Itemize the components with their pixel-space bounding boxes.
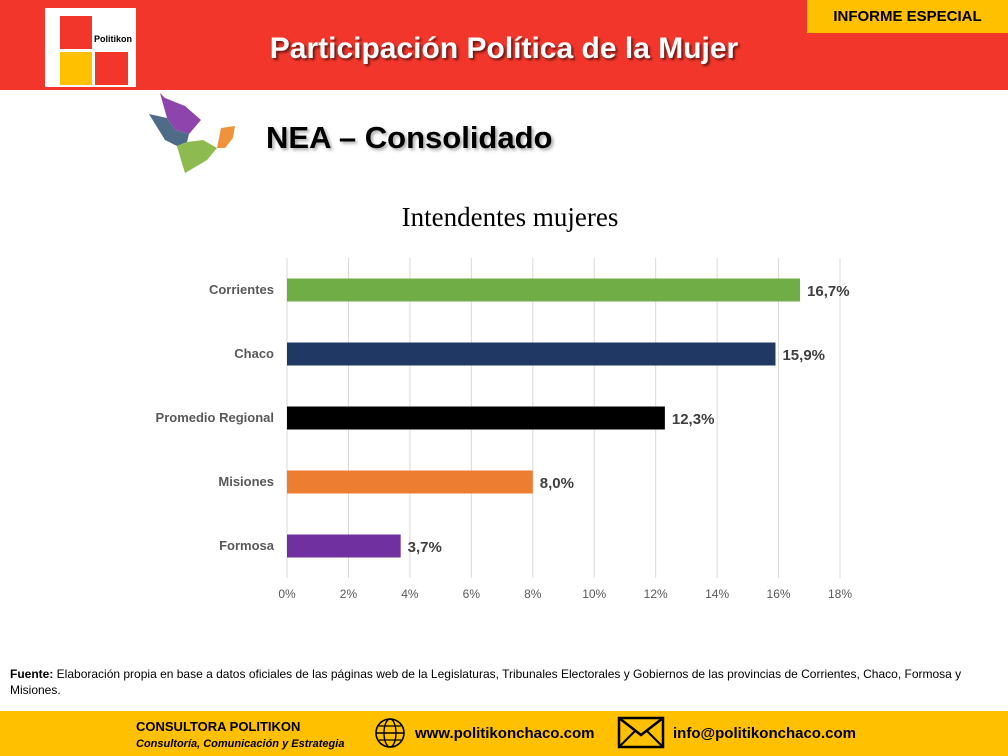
globe-icon (375, 718, 405, 748)
category-label: Promedio Regional (156, 410, 274, 425)
bar (287, 534, 401, 558)
footer-company: CONSULTORA POLITIKON (136, 719, 301, 734)
x-tick-label: 12% (644, 587, 668, 601)
data-label: 16,7% (807, 283, 850, 300)
bar (287, 278, 801, 302)
footer-tagline: Consultoría, Comunicación y Estrategia (136, 738, 345, 750)
data-label: 8,0% (540, 475, 574, 492)
x-tick-label: 16% (767, 587, 791, 601)
footer-website-link[interactable]: www.politikonchaco.com (415, 725, 595, 742)
source-text: Elaboración propia en base a datos ofici… (10, 667, 962, 697)
category-label: Corrientes (209, 282, 274, 297)
data-label: 12,3% (672, 411, 715, 428)
footer-email-link[interactable]: info@politikonchaco.com (673, 725, 856, 742)
bar-chart: 0% 2% 4% 6% 8% 10% 12% 14% 16% 18% Corrientes 16,7%… (156, 258, 852, 601)
x-tick-label: 10% (582, 587, 606, 601)
footer-bar: CONSULTORA POLITIKON Consultoría, Comuni… (0, 711, 1008, 756)
x-tick-label: 2% (340, 587, 358, 601)
politikon-logo: Politikon (45, 8, 136, 87)
page-title: Participación Política de la Mujer (269, 32, 739, 65)
x-tick-label: 14% (705, 587, 729, 601)
data-label: 15,9% (782, 347, 825, 364)
x-tick-label: 0% (278, 587, 296, 601)
chart-title: Intendentes mujeres (401, 202, 619, 232)
bar (287, 406, 665, 430)
x-tick-label: 8% (524, 587, 542, 601)
source-label: Fuente: (10, 667, 54, 681)
x-tick-label: 4% (401, 587, 419, 601)
data-label: 3,7% (408, 539, 442, 556)
logo-text: Politikon (94, 34, 132, 44)
x-tick-label: 6% (463, 587, 481, 601)
nea-map-icon (149, 93, 235, 173)
x-tick-label: 18% (828, 587, 852, 601)
bar (287, 342, 776, 366)
category-label: Chaco (234, 346, 274, 361)
category-label: Misiones (218, 474, 274, 489)
bar (287, 470, 533, 494)
section-subtitle: NEA – Consolidado (266, 120, 553, 155)
report-badge: INFORME ESPECIAL (807, 0, 1008, 33)
category-label: Formosa (219, 538, 275, 553)
source-note: Fuente: Elaboración propia en base a dat… (10, 666, 1000, 698)
envelope-icon (617, 716, 665, 749)
